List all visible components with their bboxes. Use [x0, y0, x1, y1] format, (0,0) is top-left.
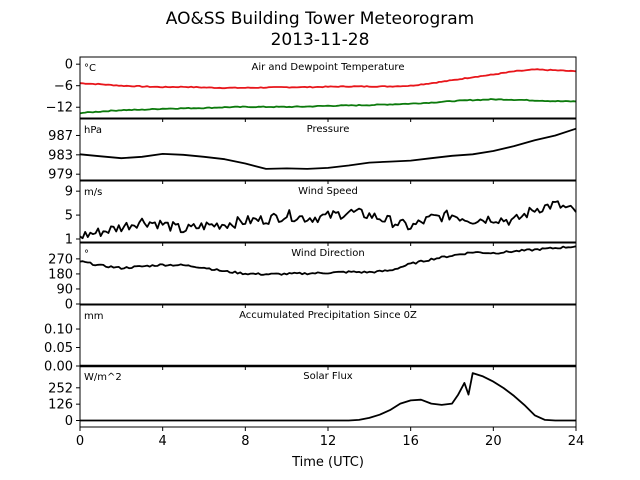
unit-label: mm	[84, 311, 103, 322]
x-tick-label: 8	[241, 434, 249, 449]
y-tick-label: 0	[65, 58, 73, 73]
series-line-1	[79, 200, 577, 240]
panel-title: Solar Flux	[303, 371, 353, 382]
y-tick-label: 252	[48, 381, 73, 396]
unit-label: °	[84, 249, 89, 260]
panel-title: Air and Dewpoint Temperature	[252, 62, 405, 73]
unit-label: °C	[84, 63, 96, 74]
panel-title: Wind Speed	[298, 186, 358, 197]
x-axis-label: Time (UTC)	[291, 455, 364, 470]
y-tick-label: 1	[65, 233, 73, 248]
x-tick-label: 16	[402, 434, 419, 449]
panel-1: 0 −6 −12 °C Air and Dewpoint Temperature	[46, 56, 577, 122]
panel-frame	[79, 118, 577, 181]
figure-title-line2: 2013-11-28	[271, 30, 370, 50]
y-tick-label: −6	[54, 79, 73, 94]
panel-frame	[79, 365, 577, 428]
y-tick-label: 979	[48, 168, 73, 183]
series-line-1	[79, 68, 577, 90]
panel-title: Pressure	[307, 124, 350, 135]
panel-title: Wind Direction	[291, 248, 365, 259]
y-tick-label: 0.05	[44, 341, 73, 356]
unit-label: hPa	[84, 125, 102, 136]
panels: 0−6−12°C Air and Dewpoint Temperature9879…	[44, 56, 577, 431]
panel-frame	[79, 242, 577, 305]
y-tick-label: 0	[65, 298, 73, 313]
x-tick-label: 20	[485, 434, 502, 449]
series-line-1	[80, 372, 576, 422]
y-tick-label: 126	[48, 398, 73, 413]
panel-3: 9 5 1 m/s Wind Speed	[65, 180, 577, 248]
x-tick-label: 12	[320, 434, 337, 449]
y-tick-label: 0.10	[44, 323, 73, 338]
unit-label: m/s	[84, 187, 102, 198]
x-tick-label: 4	[159, 434, 167, 449]
y-tick-label: 983	[48, 148, 73, 163]
y-tick-label: 9	[65, 185, 73, 200]
panel-2: 987 983 979 hPa Pressure	[48, 118, 577, 184]
panel-frame	[79, 56, 577, 119]
y-tick-label: 5	[65, 209, 73, 224]
y-tick-label: 270	[48, 252, 73, 267]
figure-title-line1: AO&SS Building Tower Meteorogram	[166, 9, 474, 29]
y-tick-label: 90	[56, 282, 73, 297]
x-tick-label: 24	[568, 434, 585, 449]
panel-frame	[79, 180, 577, 243]
unit-label: W/m^2	[84, 372, 122, 383]
y-tick-label: −12	[46, 101, 73, 116]
panel-5: 0.10 0.05 0.00 mm Accumulated Precipitation …	[44, 304, 577, 375]
y-tick-label: 0	[65, 414, 73, 429]
x-axis: 0 4 8 12 16 20 24	[76, 434, 584, 449]
panel-title: Accumulated Precipitation Since 0Z	[239, 310, 417, 321]
y-tick-label: 180	[48, 267, 73, 282]
x-tick-label: 0	[76, 434, 84, 449]
series-line-1	[79, 127, 577, 170]
series-line-2	[79, 98, 577, 115]
y-tick-label: 0.00	[44, 360, 73, 375]
series-line-1	[79, 245, 577, 276]
y-tick-label: 987	[48, 129, 73, 144]
